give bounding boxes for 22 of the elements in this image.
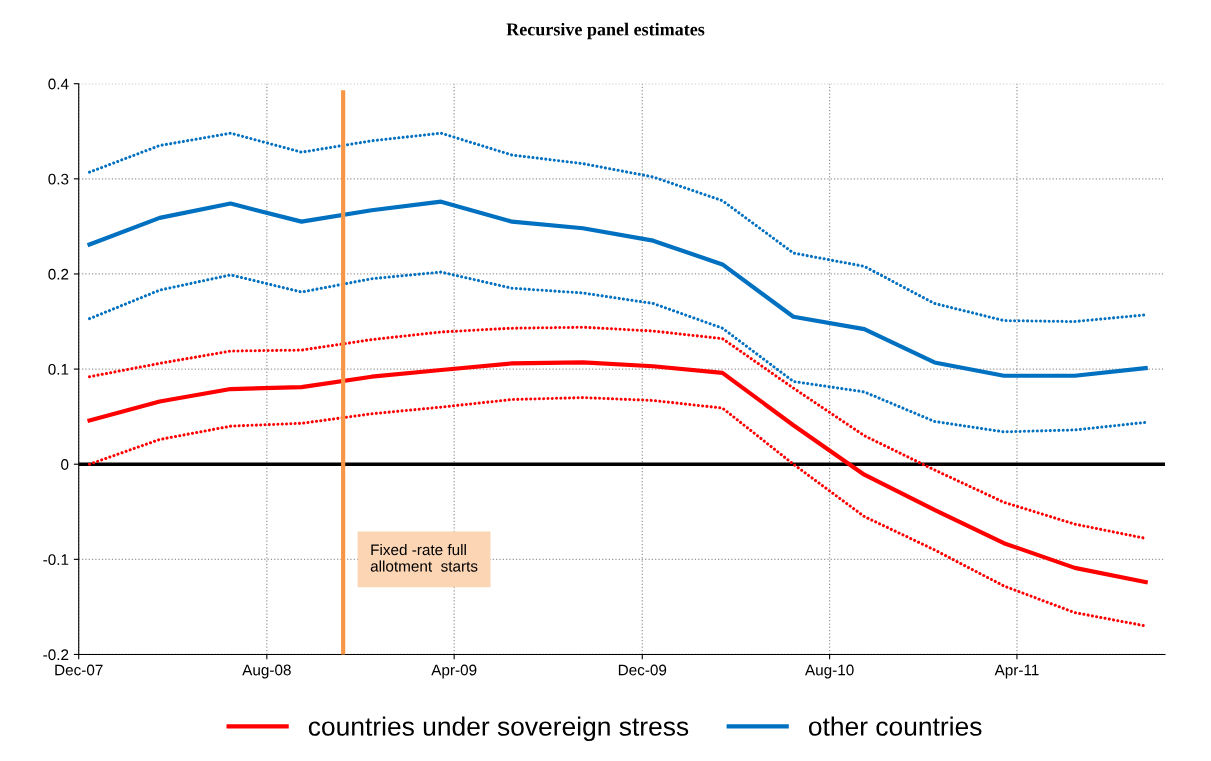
x-tick-label: Aug-08 [242, 664, 291, 679]
line-series [87, 131, 1148, 324]
x-tick-label: Apr-09 [431, 664, 477, 679]
x-tick-label: Aug-10 [805, 664, 854, 679]
line-series [87, 199, 1148, 378]
x-tick-label: Apr-11 [994, 664, 1039, 679]
y-tick-label: 0.1 [48, 363, 69, 375]
line-series [87, 270, 1148, 434]
y-tick-label: 0.4 [48, 78, 69, 90]
ref-line-label: Fixed -rate full allotment starts [370, 543, 478, 572]
line-series [87, 360, 1148, 585]
y-tick-label: -0.2 [43, 649, 69, 661]
x-tick-label: Dec-07 [55, 664, 103, 676]
line-series [87, 396, 1148, 628]
y-tick-label: 0.3 [48, 173, 69, 185]
legend-label: other countries [808, 716, 982, 736]
y-tick-label: 0 [61, 459, 69, 470]
chart-title: Recursive panel estimates [506, 22, 705, 40]
legend-label: countries under sovereign stress [308, 716, 689, 742]
x-tick-label: Dec-09 [618, 664, 667, 676]
y-tick-label: -0.1 [43, 554, 69, 566]
y-tick-label: 0.2 [48, 268, 69, 280]
